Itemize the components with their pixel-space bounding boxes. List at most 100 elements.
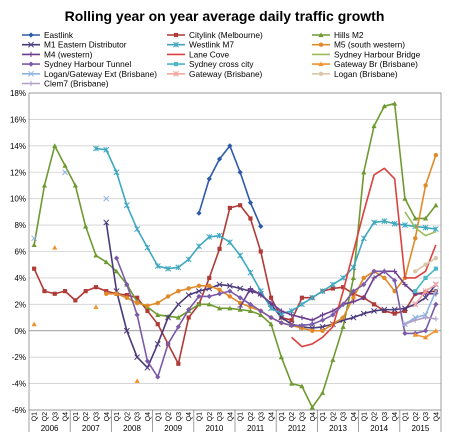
- series-gateway-brisbane: [412, 281, 439, 308]
- data-point: [104, 289, 109, 294]
- x-year-label: 2007: [82, 424, 100, 432]
- data-point: [217, 287, 222, 293]
- x-quarter-label: Q4: [392, 412, 399, 421]
- data-point: [340, 324, 346, 329]
- data-point: [237, 169, 243, 175]
- data-point: [289, 312, 295, 318]
- data-point: [360, 310, 367, 317]
- legend-label: Lane Cove: [189, 49, 230, 59]
- data-point: [165, 294, 171, 299]
- x-quarter-label: Q3: [299, 412, 306, 421]
- legend-label: Gateway Br (Brisbane): [334, 59, 418, 69]
- data-point: [237, 304, 243, 310]
- data-point: [298, 301, 305, 308]
- x-quarter-label: Q1: [114, 412, 121, 421]
- data-point: [185, 256, 192, 263]
- data-point: [258, 249, 263, 254]
- data-point: [41, 182, 48, 188]
- data-point: [381, 306, 388, 313]
- data-point: [155, 374, 161, 380]
- data-point: [237, 295, 243, 301]
- data-point: [309, 321, 315, 327]
- data-point: [392, 268, 398, 274]
- series-line: [33, 102, 437, 409]
- data-point: [124, 281, 130, 288]
- data-point: [217, 246, 222, 251]
- data-point: [402, 321, 408, 327]
- y-tick-label: 14%: [10, 142, 26, 151]
- data-point: [268, 305, 275, 312]
- data-point: [422, 224, 429, 231]
- data-point: [350, 299, 357, 305]
- data-point: [318, 32, 324, 38]
- data-point: [392, 277, 398, 284]
- data-point: [361, 169, 367, 175]
- data-point: [258, 223, 264, 230]
- data-point: [309, 404, 315, 410]
- x-quarter-label: Q4: [145, 412, 152, 421]
- legend-item: Gateway Br (Brisbane): [312, 59, 418, 69]
- data-point: [371, 219, 378, 226]
- data-point: [28, 41, 34, 48]
- data-point: [350, 275, 357, 280]
- data-point: [31, 242, 37, 247]
- series-lane-cove: [291, 167, 437, 348]
- data-point: [310, 328, 315, 333]
- data-point: [392, 100, 398, 106]
- x-quarter-label: Q2: [166, 412, 173, 421]
- x-quarter-label: Q4: [63, 412, 70, 421]
- data-point: [113, 255, 120, 261]
- data-point: [226, 239, 233, 246]
- x-quarter-label: Q4: [104, 412, 111, 421]
- data-point: [268, 314, 274, 321]
- data-point: [278, 354, 284, 360]
- legend-label: M1 Eastern Distributor: [44, 40, 127, 50]
- data-point: [318, 42, 324, 47]
- data-point: [173, 32, 179, 38]
- data-point: [391, 220, 398, 227]
- data-point: [186, 307, 192, 313]
- data-point: [299, 325, 305, 331]
- data-point: [433, 301, 439, 307]
- y-tick-label: 6%: [14, 248, 26, 257]
- legend-item: Logan (Brisbane): [312, 69, 398, 79]
- data-point: [371, 268, 377, 274]
- data-point: [289, 380, 295, 386]
- data-point: [299, 295, 305, 300]
- data-point: [329, 281, 336, 288]
- y-tick-label: 8%: [14, 221, 26, 230]
- x-quarter-label: Q2: [413, 412, 420, 421]
- data-point: [93, 304, 99, 310]
- data-point: [413, 236, 418, 241]
- data-point: [433, 328, 439, 333]
- data-point: [258, 308, 264, 314]
- data-point: [289, 322, 295, 329]
- x-quarter-label: Q4: [310, 412, 317, 421]
- data-point: [52, 143, 58, 148]
- y-tick-label: 12%: [10, 168, 26, 177]
- data-point: [340, 315, 346, 320]
- data-point: [227, 143, 233, 149]
- data-point: [413, 289, 418, 294]
- data-point: [216, 291, 223, 297]
- x-year-label: 2015: [412, 424, 430, 432]
- data-point: [422, 311, 429, 318]
- data-point: [207, 283, 212, 289]
- legend-item: Eastlink: [22, 30, 74, 40]
- data-point: [196, 210, 202, 216]
- data-point: [371, 302, 377, 307]
- data-point: [247, 301, 254, 307]
- legend-item: Logan/Gateway Ext (Brisbane): [22, 69, 157, 79]
- x-quarter-label: Q4: [433, 412, 440, 421]
- legend-item: Citylink (Melbourne): [167, 30, 263, 40]
- data-point: [392, 311, 397, 316]
- data-point: [258, 292, 264, 298]
- data-point: [422, 294, 429, 301]
- data-point: [226, 282, 233, 289]
- legend-label: Clem7 (Brisbane): [44, 79, 109, 89]
- x-quarter-label: Q2: [289, 412, 296, 421]
- data-point: [93, 285, 99, 290]
- data-point: [155, 300, 160, 306]
- data-point: [423, 275, 428, 280]
- series-lines: [31, 100, 439, 410]
